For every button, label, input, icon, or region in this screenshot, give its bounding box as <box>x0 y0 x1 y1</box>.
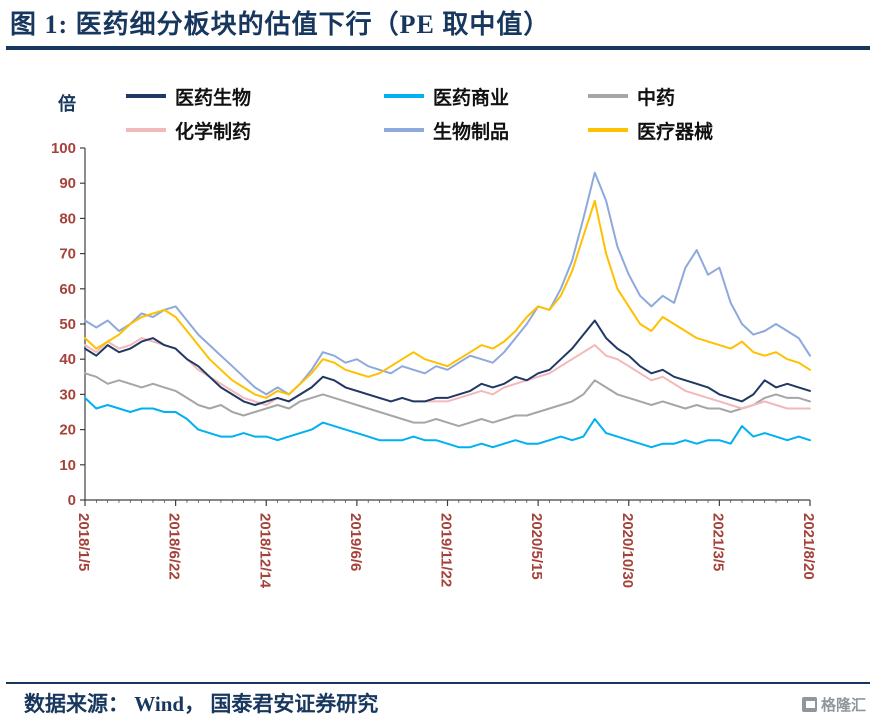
legend-label: 医疗器械 <box>637 121 714 143</box>
data-source: 数据来源： Wind， 国泰君安证券研究 <box>24 688 378 717</box>
x-axis-tick-label: 2020/10/30 <box>619 513 636 588</box>
y-axis-tick-label: 10 <box>59 457 76 474</box>
legend-item: 生物制品 <box>384 118 588 143</box>
y-axis-tick-label: 20 <box>59 422 76 439</box>
y-axis-tick-label: 100 <box>51 140 76 157</box>
legend-swatch <box>126 94 166 98</box>
figure-title: 图 1: 医药细分板块的估值下行（PE 取中值） <box>10 10 551 39</box>
legend-item: 医药商业 <box>384 84 588 109</box>
legend-label: 中药 <box>637 87 676 109</box>
x-axis-tick-label: 2020/5/15 <box>528 513 545 580</box>
gelonghui-logo: 格隆汇 <box>801 694 866 715</box>
y-axis-tick-label: 60 <box>59 281 76 298</box>
series-line <box>84 396 811 449</box>
footer-rule <box>6 682 870 684</box>
legend: 医药生物 医药商业 中药化学制药 生物制品 医疗器械 <box>126 84 808 143</box>
x-axis-tick-label: 2018/6/22 <box>166 513 183 580</box>
y-axis-tick-label: 70 <box>59 246 76 263</box>
gelonghui-logo-icon <box>801 697 817 712</box>
series-line <box>84 171 811 396</box>
y-axis-tick-label: 0 <box>68 492 76 509</box>
data-source-text: 数据来源： Wind， 国泰君安证券研究 <box>24 692 379 716</box>
legend-swatch <box>384 128 424 132</box>
x-axis-tick-label: 2018/1/5 <box>75 513 92 571</box>
pe-chart: 0 10 20 30 40 50 60 70 80 90 100 2018/1/5 2018/6/22 2… <box>51 140 817 589</box>
legend-label: 医药生物 <box>175 87 252 109</box>
legend-label: 化学制药 <box>175 121 252 143</box>
x-axis-tick-label: 2018/12/14 <box>256 513 273 589</box>
legend-swatch <box>384 94 424 98</box>
series-line <box>84 199 811 399</box>
y-axis-tick-label: 30 <box>59 386 76 403</box>
series-line <box>84 319 811 406</box>
x-axis-tick-label: 2021/8/20 <box>800 513 817 580</box>
y-axis-tick-label: 80 <box>59 210 76 227</box>
y-axis-tick-label: 50 <box>59 316 76 333</box>
legend-swatch <box>126 128 166 132</box>
gelonghui-logo-text: 格隆汇 <box>820 697 866 714</box>
y-axis-unit-label: 倍 <box>58 94 76 114</box>
legend-item: 医疗器械 <box>588 118 808 143</box>
legend-item: 医药生物 <box>126 84 384 109</box>
legend-swatch <box>588 94 628 98</box>
legend-label: 生物制品 <box>433 121 510 143</box>
legend-item: 中药 <box>588 84 808 109</box>
y-axis-tick-label: 40 <box>59 351 76 368</box>
series-line <box>84 372 811 428</box>
x-axis-tick-label: 2021/3/5 <box>709 513 726 571</box>
x-axis-tick-label: 2019/6/6 <box>347 513 364 571</box>
title-rule <box>6 46 870 50</box>
legend-swatch <box>588 128 628 132</box>
legend-label: 医药商业 <box>433 87 510 109</box>
y-axis-tick-label: 90 <box>59 175 76 192</box>
legend-item: 化学制药 <box>126 118 384 143</box>
x-axis-tick-label: 2019/11/22 <box>438 513 455 587</box>
